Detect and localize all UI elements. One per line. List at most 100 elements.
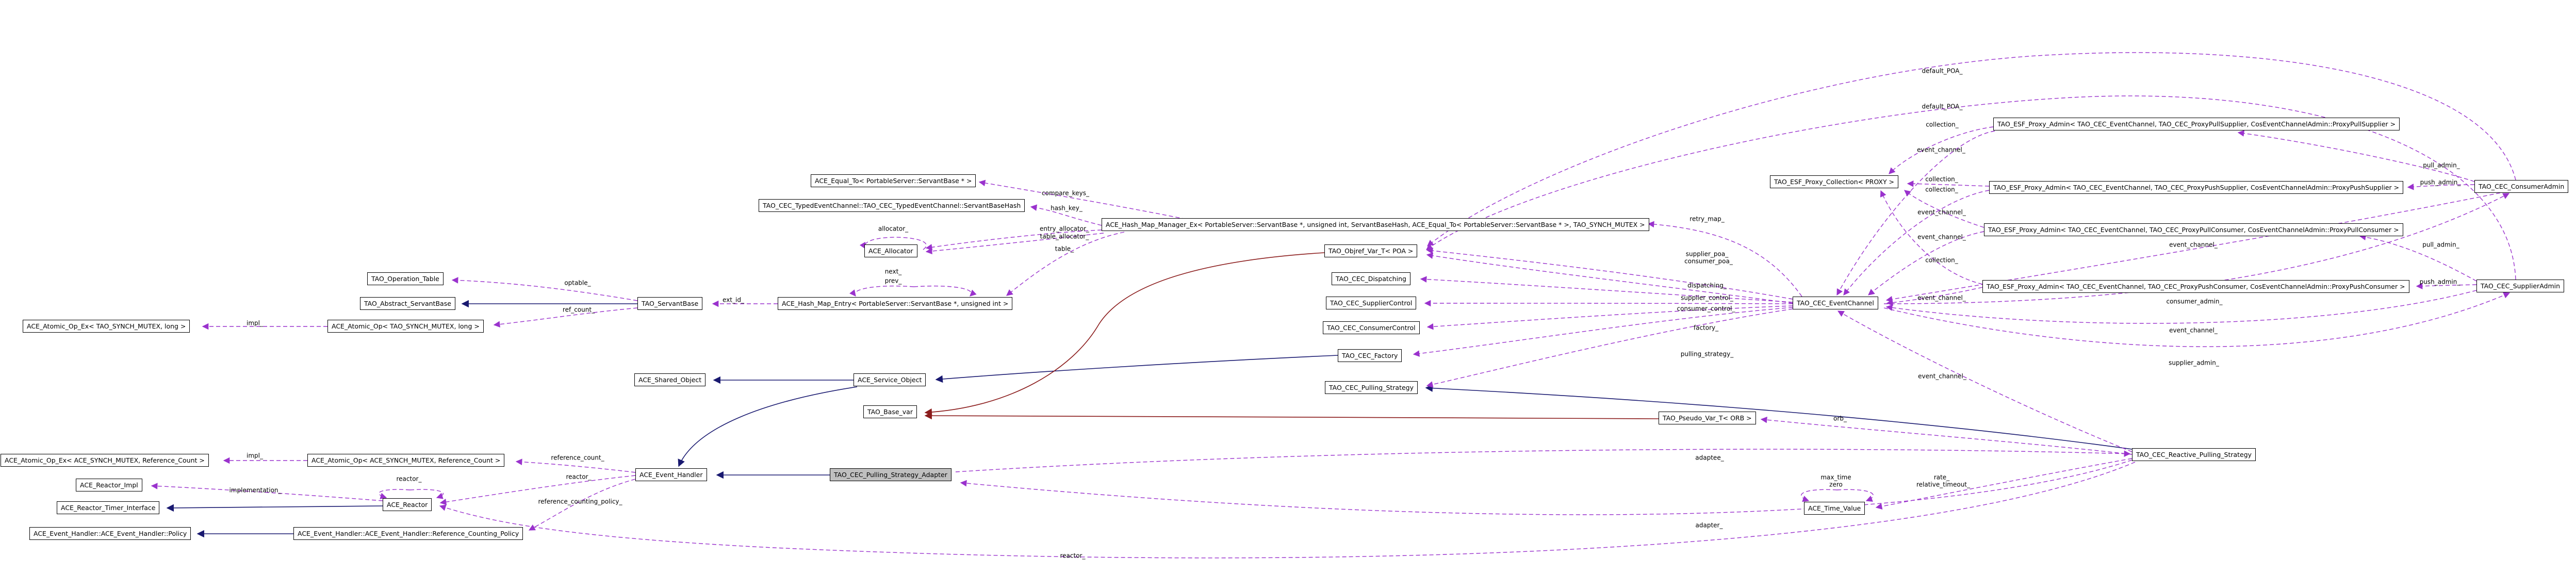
edge-usage-timevalue-loop-left	[1801, 489, 1837, 502]
edge-usage-suppliercontrol	[1424, 300, 1793, 307]
class-node-eh-policy[interactable]: ACE_Event_Handler::ACE_Event_Handler::Po…	[29, 527, 191, 540]
class-node-reactor-timer-interface[interactable]: ACE_Reactor_Timer_Interface	[57, 501, 160, 514]
edge-usage-factory	[1413, 307, 1793, 357]
class-node-consumer-control[interactable]: TAO_CEC_ConsumerControl	[1323, 321, 1420, 334]
edge-label: prev_	[884, 277, 902, 285]
edge-label: pulling_strategy_	[1680, 350, 1734, 358]
edge-label: allocator_	[878, 225, 909, 233]
edge-usage-reactor-loop-left	[379, 489, 411, 499]
edge-label: event_channel_	[1917, 208, 1966, 216]
edge-usage-dispatching	[1420, 276, 1793, 303]
edge-label: supplier_poa_	[1685, 250, 1729, 258]
class-node-admin-push-supplier[interactable]: TAO_ESF_Proxy_Admin< TAO_CEC_EventChanne…	[1989, 181, 2404, 194]
edge-label: supplier_control_	[1681, 294, 1733, 302]
edge-usage-pulladmin-upper	[2237, 130, 2475, 182]
class-node-service-object[interactable]: ACE_Service_Object	[854, 373, 926, 386]
edge-label: collection_	[1926, 121, 1959, 128]
class-node-admin-push-consumer[interactable]: TAO_ESF_Proxy_Admin< TAO_CEC_EventChanne…	[1982, 280, 2409, 293]
edge-usage-consumerpoa	[1426, 252, 1793, 304]
class-node-aopex-long[interactable]: ACE_Atomic_Op_Ex< TAO_SYNCH_MUTEX, long …	[23, 320, 190, 333]
class-node-reactor-impl[interactable]: ACE_Reactor_Impl	[76, 479, 142, 491]
class-node-supplier-admin[interactable]: TAO_CEC_SupplierAdmin	[2476, 280, 2565, 292]
edge-usage-ec-reactive	[1837, 310, 2132, 452]
edge-label: event_channel_	[2169, 241, 2218, 249]
edge-usage-adapter	[960, 460, 2132, 515]
edge-label: optable_	[564, 279, 591, 287]
edge-label: implementation_	[229, 486, 282, 494]
class-node-consumer-admin[interactable]: TAO_CEC_ConsumerAdmin	[2474, 180, 2569, 193]
edge-label: collection_	[1925, 256, 1958, 264]
edge-label: event_channel_	[1918, 372, 1966, 380]
edge-label: factory_	[1693, 324, 1719, 332]
class-node-event-channel[interactable]: TAO_CEC_EventChannel	[1793, 297, 1878, 309]
class-node-allocator[interactable]: ACE_Allocator	[864, 244, 917, 257]
edge-inherit-reactor-timer	[166, 504, 383, 512]
edge-label: event_channel_	[1917, 146, 1965, 154]
class-node-reactor[interactable]: ACE_Reactor	[383, 498, 432, 511]
edge-usage-consumercontrol	[1426, 305, 1793, 330]
edge-label: reactor_	[1060, 552, 1086, 560]
edge-label: impl_	[247, 452, 263, 460]
class-node-aop-rc[interactable]: ACE_Atomic_Op< ACE_SYNCH_MUTEX, Referenc…	[307, 454, 505, 467]
class-node-operation-table[interactable]: TAO_Operation_Table	[367, 272, 444, 285]
class-node-aop-long[interactable]: ACE_Atomic_Op< TAO_SYNCH_MUTEX, long >	[327, 320, 484, 333]
edge-usage-entryallocator	[925, 229, 1102, 251]
edge-usage-reactor-eh	[439, 475, 636, 505]
class-node-dispatching[interactable]: TAO_CEC_Dispatching	[1332, 272, 1410, 285]
edge-label: ref_count_	[562, 306, 595, 314]
edge-usage-reactor-bottom	[439, 462, 2136, 559]
class-node-factory[interactable]: TAO_CEC_Factory	[1338, 349, 1402, 362]
edge-usage-entry-loop-right	[913, 285, 977, 297]
edge-usage-defaultpoa-consumer	[1427, 52, 2516, 247]
edge-label: retry_map_	[1689, 215, 1725, 223]
class-node-proxy-collection[interactable]: TAO_ESF_Proxy_Collection< PROXY >	[1770, 175, 1899, 188]
edge-usage-tableallocator	[925, 233, 1104, 255]
edge-usage-pullingstrategy	[1426, 308, 1793, 388]
class-node-eh-rc-policy[interactable]: ACE_Event_Handler::ACE_Event_Handler::Re…	[293, 527, 523, 540]
edge-usage-adaptee	[955, 449, 2131, 472]
class-node-hash-map-manager[interactable]: ACE_Hash_Map_Manager_Ex< PortableServer:…	[1102, 218, 1649, 231]
edge-label: reference_counting_policy_	[538, 498, 622, 505]
class-node-event-handler[interactable]: ACE_Event_Handler	[635, 468, 707, 481]
class-node-servantbase[interactable]: TAO_ServantBase	[637, 297, 703, 310]
edge-label: pull_admin_	[2423, 161, 2460, 169]
edge-usage-ec-pullsup	[1836, 130, 1995, 296]
edge-usage-optable	[451, 277, 638, 301]
edge-usage-ec-pullcon	[1868, 231, 1984, 296]
edge-label: push_admin_	[2420, 178, 2461, 186]
class-node-pseudo-var-orb[interactable]: TAO_Pseudo_Var_T< ORB >	[1659, 412, 1756, 424]
edge-usage-refcountingpolicy	[528, 479, 636, 531]
edge-usage-allocator-loop	[859, 237, 927, 250]
class-node-admin-pull-consumer[interactable]: TAO_ESF_Proxy_Admin< TAO_CEC_EventChanne…	[1984, 223, 2403, 236]
edge-label: impl_	[247, 319, 263, 327]
class-node-servantbasehash[interactable]: TAO_CEC_TypedEventChannel::TAO_CEC_Typed…	[759, 199, 1025, 212]
edge-usage-collection-pullcon	[1904, 190, 1984, 228]
edge-usage-comparekeys	[978, 179, 1187, 220]
class-node-admin-pull-supplier[interactable]: TAO_ESF_Proxy_Admin< TAO_CEC_EventChanne…	[1993, 118, 2400, 130]
edge-label: reactor_	[396, 475, 422, 483]
class-node-shared-object[interactable]: ACE_Shared_Object	[634, 373, 706, 386]
edge-usage-refcount-tao	[493, 307, 638, 328]
edge-label: push_admin_	[2419, 278, 2460, 286]
class-node-supplier-control[interactable]: TAO_CEC_SupplierControl	[1326, 297, 1417, 309]
edge-usage-reactor-loop-right	[409, 489, 444, 499]
class-node-abstract-servantbase[interactable]: TAO_Abstract_ServantBase	[360, 297, 455, 310]
class-node-time-value[interactable]: ACE_Time_Value	[1804, 502, 1865, 515]
edge-inherit-reactive-pulling	[1425, 384, 2132, 450]
class-node-hash-map-entry[interactable]: ACE_Hash_Map_Entry< PortableServer::Serv…	[778, 297, 1013, 310]
class-node-aopex-rc[interactable]: ACE_Atomic_Op_Ex< ACE_SYNCH_MUTEX, Refer…	[1, 454, 209, 467]
class-node-pulling-strategy[interactable]: TAO_CEC_Pulling_Strategy	[1325, 381, 1418, 394]
class-node-base-var[interactable]: TAO_Base_var	[863, 405, 917, 418]
edge-label: max_time	[1820, 473, 1851, 481]
edge-label: dispatching_	[1687, 282, 1727, 289]
edge-inherit-factory-serviceobj	[935, 355, 1338, 383]
edge-usage-hashkey	[1030, 204, 1102, 226]
class-node-objref-var-poa[interactable]: TAO_Objref_Var_T< POA >	[1324, 244, 1418, 257]
edge-usage-retrymap	[1647, 221, 1802, 297]
edge-usage-supplieradmin	[1883, 292, 2511, 347]
class-node-reactive-pulling-strategy[interactable]: TAO_CEC_Reactive_Pulling_Strategy	[2132, 448, 2256, 461]
edge-label: event_channel_	[1917, 294, 1966, 302]
edge-usage-collection-pushcon	[1880, 190, 1983, 285]
class-node-equal-to[interactable]: ACE_Equal_To< PortableServer::ServantBas…	[811, 174, 976, 187]
edge-usage-timevalue-loop-right	[1836, 489, 1874, 502]
